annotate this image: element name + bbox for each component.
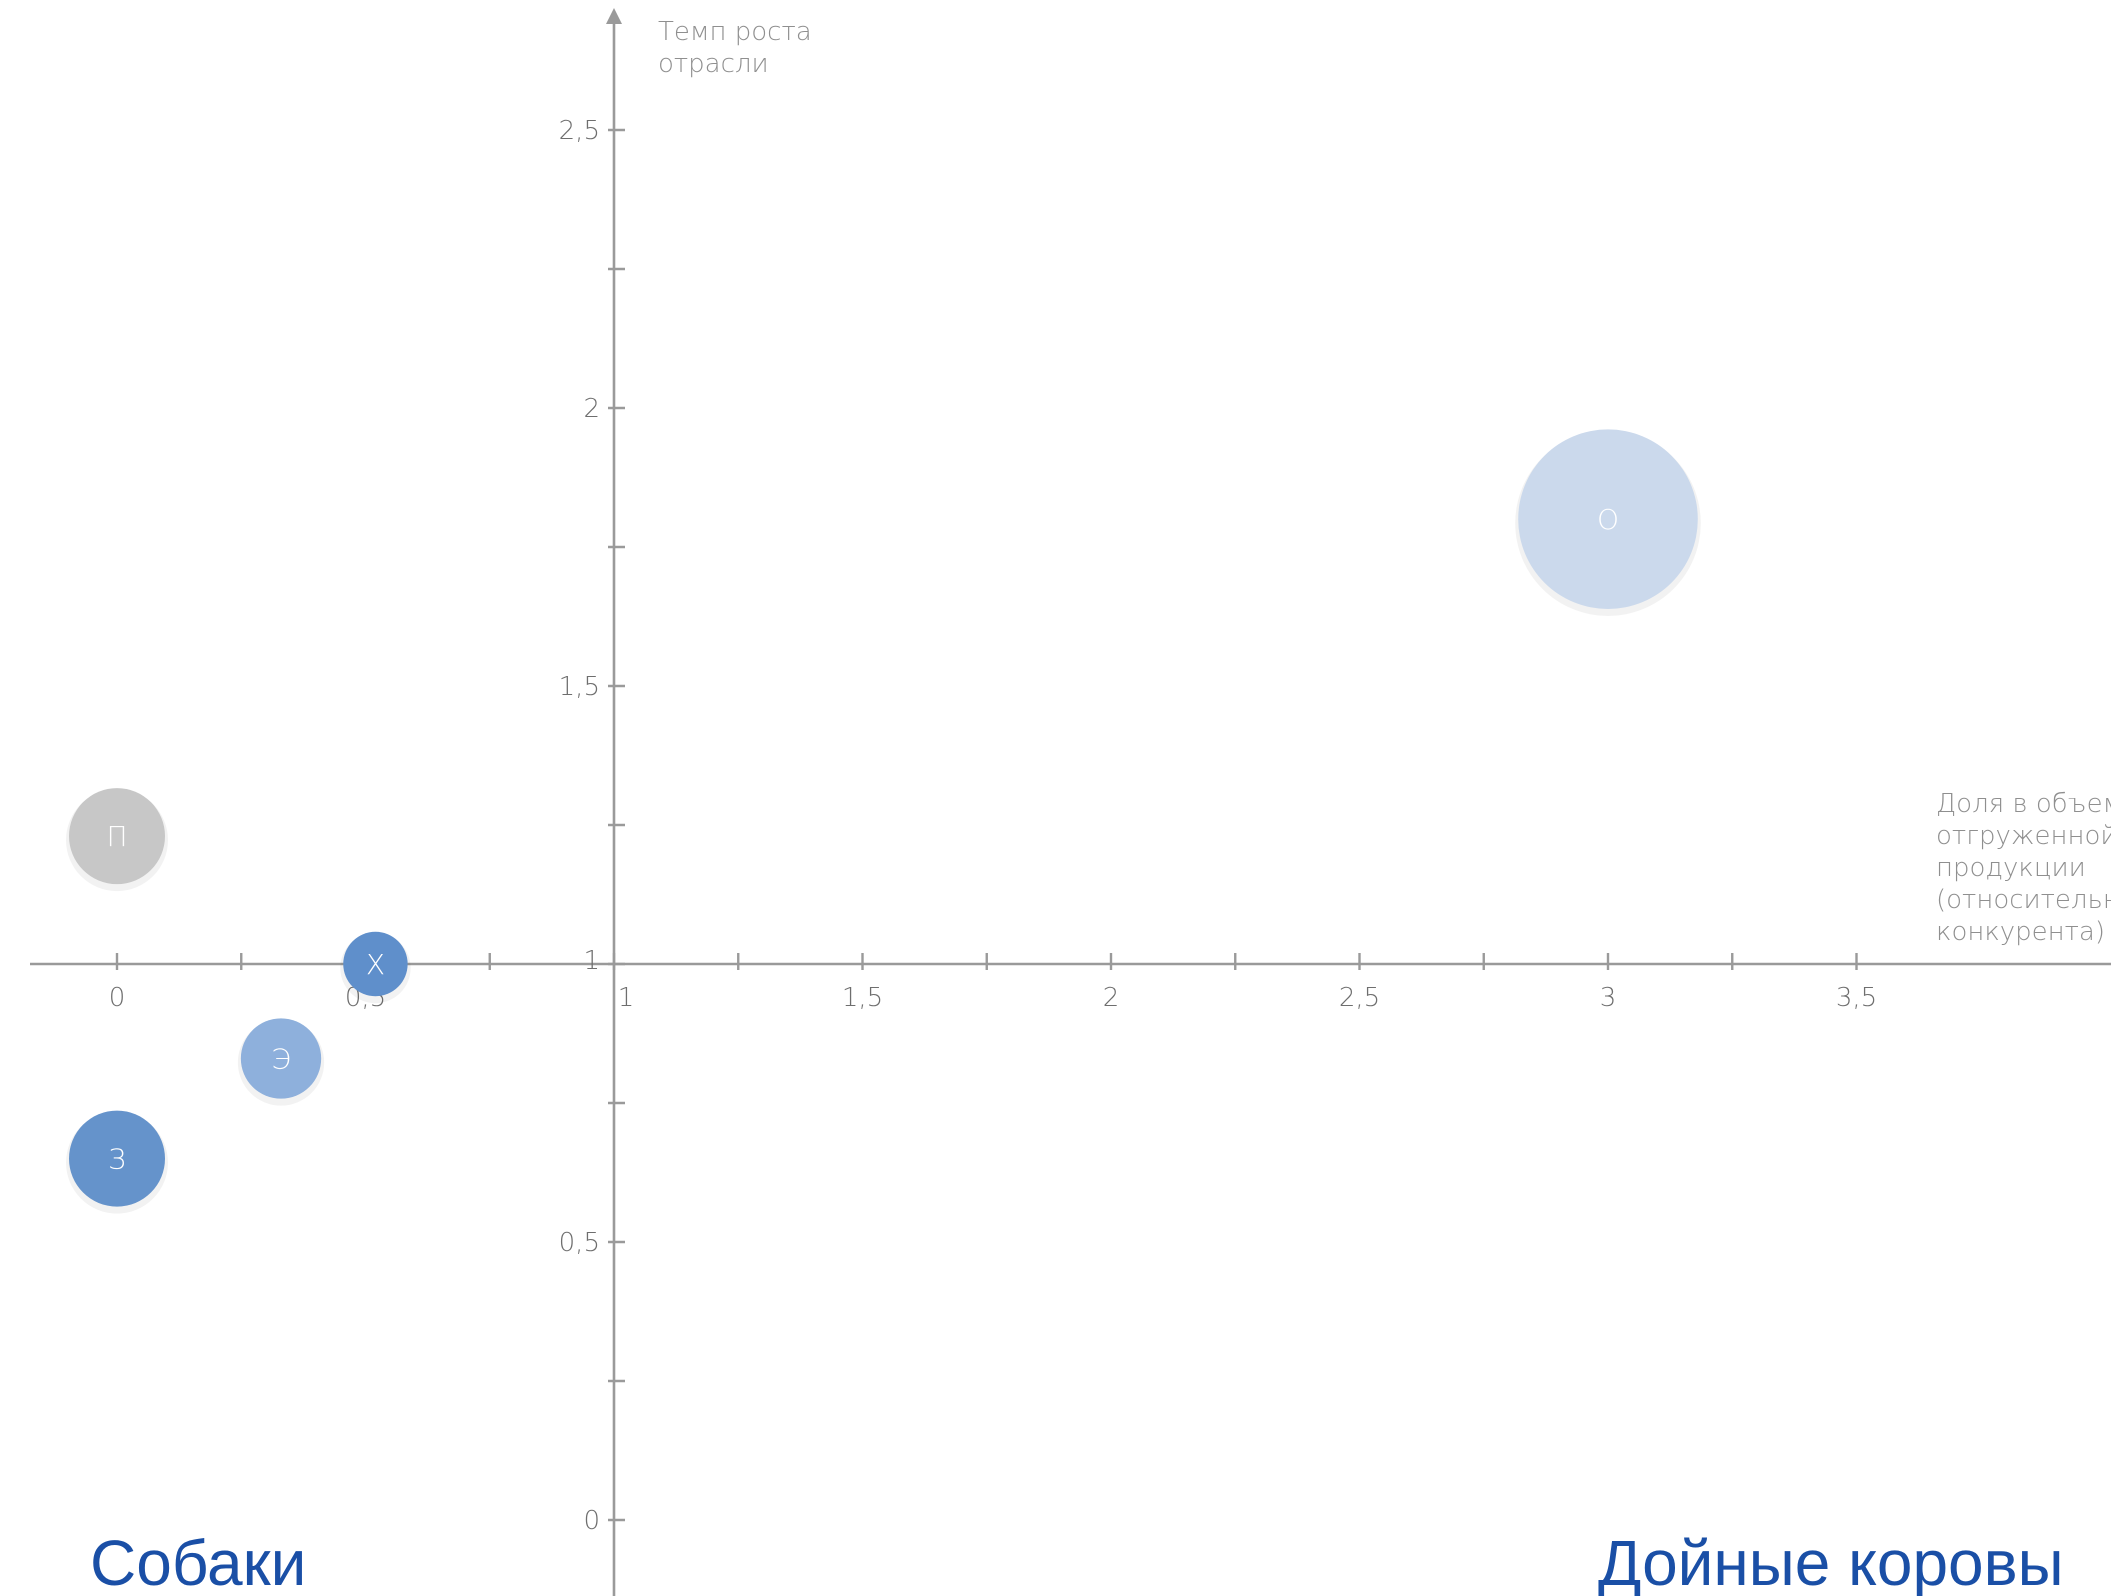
axis-title-line: отгруженной xyxy=(1936,821,2111,851)
x-tick-label: 1 xyxy=(618,983,635,1013)
bubble xyxy=(343,931,408,997)
x-tick-label: 0 xyxy=(109,983,126,1013)
bubble-label: Х xyxy=(366,948,385,981)
x-axis-title: Доля в объемеотгруженнойпродукции(относи… xyxy=(1936,789,2111,947)
quadrant-label-bottom-right: Дойные коровы xyxy=(1598,1527,2064,1596)
axes xyxy=(30,8,2111,1596)
quadrant-label-bottom-left: Собаки xyxy=(90,1527,306,1596)
bubble-label: Э xyxy=(271,1043,291,1076)
x-tick-label: 3 xyxy=(1600,983,1617,1013)
x-tick-label: 2 xyxy=(1103,983,1120,1013)
bubble-label: П xyxy=(106,820,127,853)
ticks: 00,511,522,533,500,511,522,5 xyxy=(109,116,1877,1536)
bubble-label: О xyxy=(1597,503,1619,536)
bubble xyxy=(69,1110,165,1207)
y-tick-label: 1 xyxy=(583,946,600,976)
y-tick-label: 2 xyxy=(583,394,600,424)
axis-title-line: Темп роста xyxy=(658,17,812,47)
y-tick-label: 0,5 xyxy=(559,1228,600,1258)
axis-title-line: отрасли xyxy=(658,49,769,79)
axis-title-line: конкурента) xyxy=(1936,917,2105,947)
x-tick-label: 2,5 xyxy=(1339,983,1380,1013)
bubble xyxy=(69,788,165,885)
axis-title-line: продукции xyxy=(1936,853,2086,883)
y-tick-label: 2,5 xyxy=(559,116,600,146)
axis-title-line: Доля в объеме xyxy=(1936,789,2111,819)
x-tick-label: 1,5 xyxy=(842,983,883,1013)
y-tick-label: 0 xyxy=(583,1506,600,1536)
y-tick-label: 1,5 xyxy=(559,672,600,702)
bubble-label: З xyxy=(108,1143,126,1176)
y-axis-title: Темп роста отрасли xyxy=(658,17,812,79)
bubble xyxy=(1518,429,1698,609)
axis-title-line: (относительно xyxy=(1936,885,2111,915)
y-axis-arrow xyxy=(606,8,622,24)
bubbles: П Х Э З О xyxy=(66,429,1701,1214)
x-tick-label: 3,5 xyxy=(1836,983,1877,1013)
bubble xyxy=(240,1018,322,1099)
